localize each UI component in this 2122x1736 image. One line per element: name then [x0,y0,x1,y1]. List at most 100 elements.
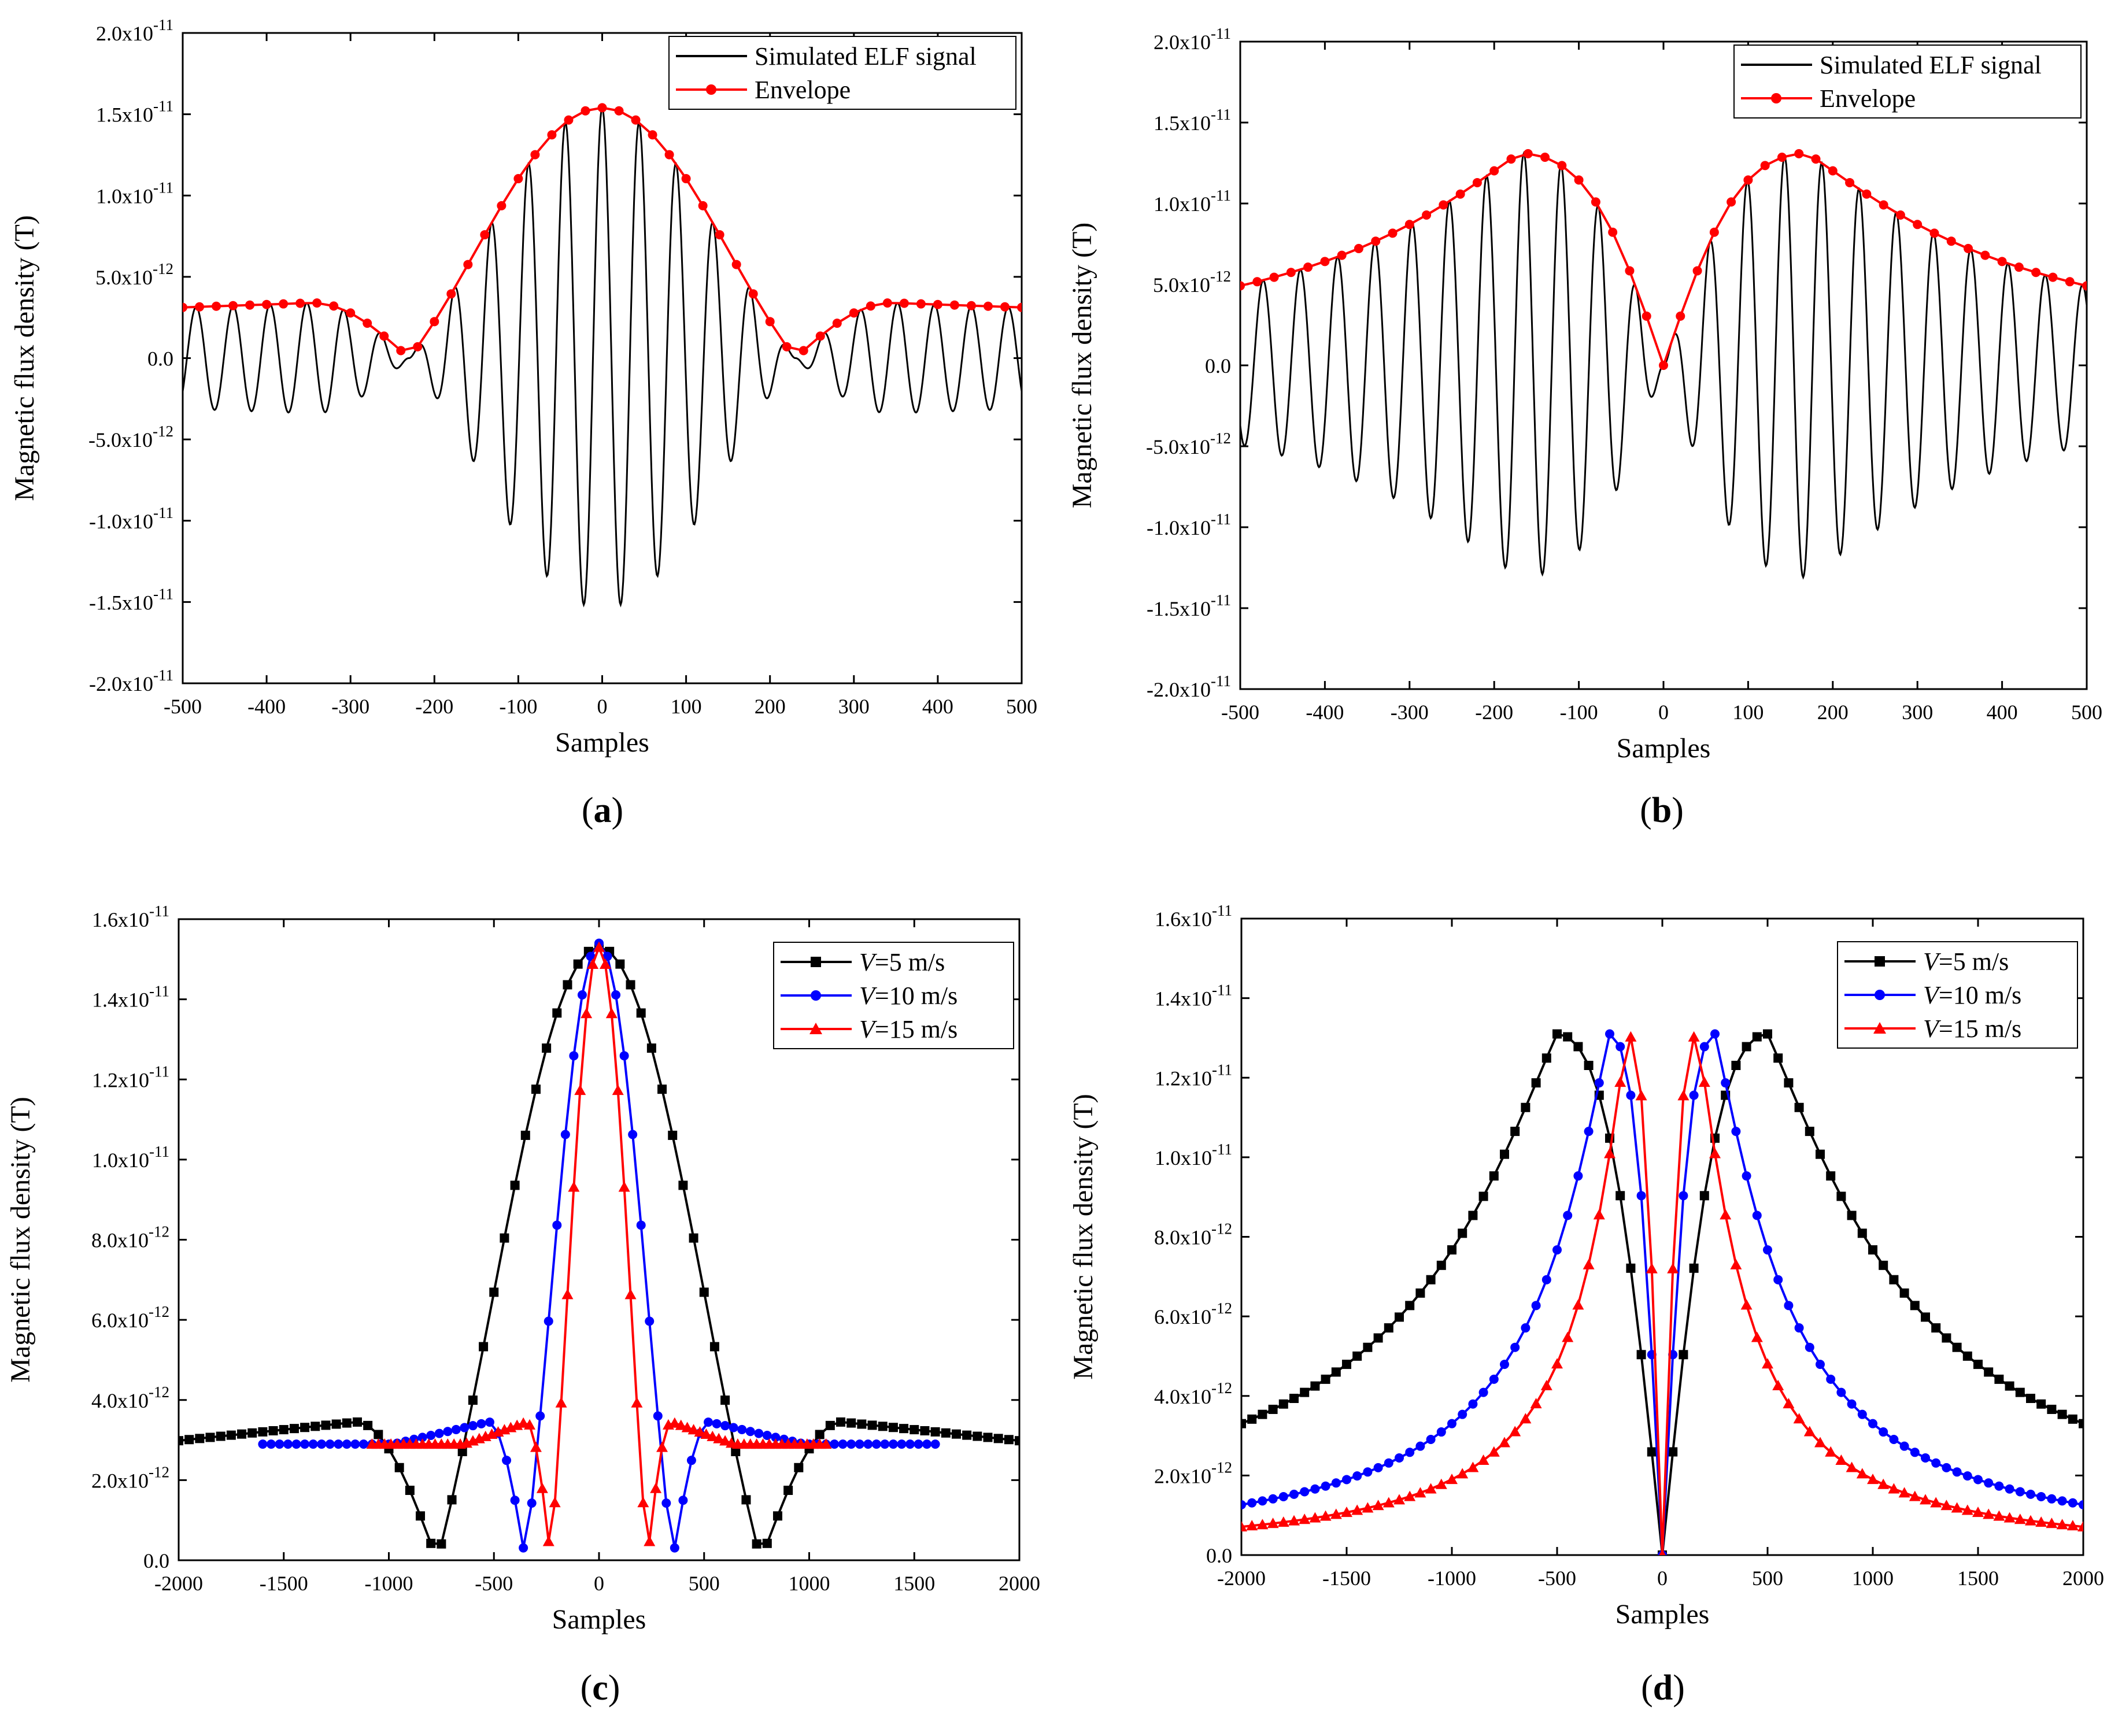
legend-box [668,36,1016,110]
data-point [1730,1258,1742,1269]
series-2 [1241,1029,2083,1555]
y-tick-label: 8.0x10-12 [91,1223,169,1252]
y-tick-label: 0.0 [1205,354,1231,377]
data-point [468,1396,478,1405]
data-point [500,1233,509,1243]
data-point [1252,277,1262,287]
legend-label: Simulated ELF signal [755,42,977,71]
data-point [631,115,641,125]
data-point [535,1411,545,1421]
data-point [530,1441,542,1452]
data-point [1608,227,1618,237]
y-tick-label: 1.0x10-11 [92,1143,169,1172]
data-point [1825,1446,1837,1457]
data-point [700,1428,712,1439]
legend-rest: =10 m/s [1939,981,2021,1009]
data-point [1973,1360,1983,1369]
data-point [2026,1393,2035,1403]
data-point [1962,1471,1972,1481]
data-point [614,106,624,116]
data-point [689,1233,698,1243]
data-point [1531,1301,1541,1311]
data-point [1659,1549,1666,1555]
y-tick-exponent: -12 [153,423,173,440]
data-point [317,1439,327,1449]
x-tick-label: 1000 [1852,1567,1894,1590]
data-point [1836,1191,1846,1201]
series-2 [1240,149,2087,370]
data-point [1395,1453,1404,1463]
x-tick-label: -200 [415,695,453,718]
data-point [1931,1323,1941,1333]
data-point [587,958,599,969]
data-point [1363,1467,1373,1477]
legend: V=5 m/sV=10 m/sV=15 m/s [1837,941,2078,1049]
data-point [577,990,587,1000]
data-point [899,1424,909,1434]
data-point [1773,1053,1783,1063]
y-tick-exponent: -12 [1211,1300,1232,1317]
x-tick-label: 200 [755,695,786,718]
y-tick-mantissa: 0.0 [1206,1544,1232,1567]
data-point [447,1495,457,1505]
data-point [2025,1515,2036,1526]
y-tick-mantissa: 2.0x10 [1154,31,1211,54]
data-point [709,1342,719,1352]
y-tick-mantissa: 8.0x10 [91,1229,149,1252]
data-point [329,301,339,311]
data-point [2003,1512,2016,1523]
data-point [1910,1448,1920,1457]
legend-rest: =5 m/s [875,948,945,976]
data-point [1540,153,1550,162]
data-point [1436,1427,1446,1437]
data-point [476,1419,486,1428]
data-point [266,1439,276,1449]
data-point [489,1287,499,1297]
y-tick-exponent: -11 [1212,902,1232,919]
x-tick-label: -200 [1475,701,1513,724]
data-point [624,1289,637,1300]
data-point [1888,1483,1900,1494]
y-tick-exponent: -12 [149,1383,169,1401]
data-point [922,1439,932,1449]
legend-swatch-marker [706,84,716,95]
data-point [1879,1260,1888,1270]
data-point [1363,1342,1373,1352]
chart-b: -500 -400 -300 -200 -100 0 100 200 300 400 500 -2.0… [1067,25,2102,830]
data-point [1362,1502,1374,1513]
data-point [342,1418,352,1428]
data-point [460,1423,469,1433]
data-point [2077,1521,2083,1532]
data-point [1331,1478,1341,1488]
data-point [1962,1351,1972,1361]
data-point [1342,1360,1351,1369]
data-point [1679,1191,1688,1201]
y-axis-title: Magnetic flux density (T) [5,1097,36,1383]
data-point [1342,1475,1351,1485]
y-axis-title: Magnetic flux density (T) [9,215,40,501]
data-point [195,1434,205,1443]
data-point [228,301,238,310]
data-point [555,1397,567,1408]
y-tick-mantissa: -2.0x10 [1147,678,1211,701]
data-point [681,1422,693,1433]
data-point [866,301,875,311]
y-tick-mantissa: -1.5x10 [1147,597,1211,620]
data-point [1489,1171,1499,1181]
legend-rest: =10 m/s [875,982,958,1010]
data-point [661,1498,671,1508]
data-point [1805,1127,1814,1137]
data-point [1426,1434,1436,1444]
data-point [631,1397,643,1408]
data-point [417,1433,427,1442]
data-point [707,1430,719,1441]
x-tick-label: -1500 [260,1572,308,1595]
legend-label: V=15 m/s [859,1015,958,1043]
y-axis-title: Magnetic flux density (T) [1068,1094,1099,1380]
data-point [888,1423,898,1433]
plot-area [183,103,1022,608]
data-point [880,1439,890,1449]
y-tick-exponent: -11 [1211,25,1231,42]
x-tick-label: 200 [1817,701,1849,724]
legend: Simulated ELF signal Envelope [668,36,1016,110]
